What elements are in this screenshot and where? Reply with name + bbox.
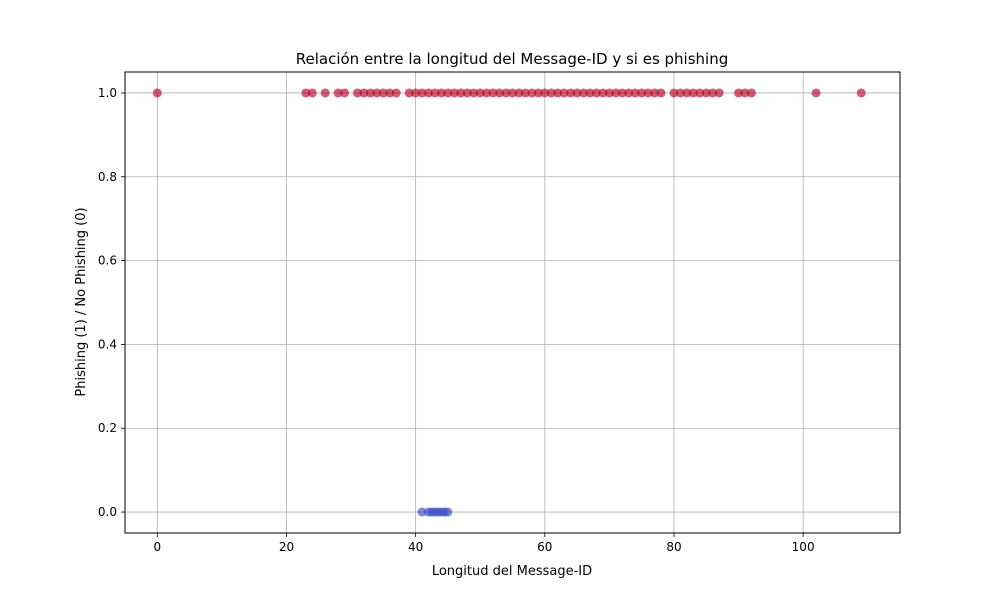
- phishing-point: [572, 88, 582, 98]
- y-tick-label: 0.0: [98, 505, 117, 519]
- phishing-point: [469, 88, 479, 98]
- phishing-point: [404, 88, 414, 98]
- phishing-point: [508, 88, 517, 98]
- phishing-point: [579, 88, 589, 98]
- no-phishing-point: [417, 507, 427, 517]
- phishing-point: [501, 88, 511, 98]
- y-tick-label: 0.6: [98, 254, 117, 268]
- phishing-point: [533, 88, 543, 98]
- phishing-point: [695, 88, 705, 98]
- phishing-point: [307, 88, 317, 98]
- phishing-point: [598, 88, 608, 98]
- phishing-point: [682, 88, 692, 98]
- phishing-point: [746, 88, 756, 98]
- phishing-point: [604, 88, 614, 98]
- phishing-point: [591, 88, 601, 98]
- data-points: [152, 88, 866, 517]
- phishing-point: [643, 88, 653, 98]
- phishing-point: [611, 88, 621, 98]
- phishing-point: [417, 88, 427, 98]
- axis-ticks: 0 20 40 60 80 100 0.0 0.2 0.4 0.6 0.8 1.0: [98, 86, 815, 554]
- y-tick-label: 0.8: [98, 170, 117, 184]
- phishing-point: [365, 88, 375, 98]
- phishing-point: [456, 88, 466, 98]
- y-tick-label: 0.2: [98, 421, 117, 435]
- phishing-point: [436, 88, 446, 98]
- phishing-point: [688, 88, 698, 98]
- phishing-point: [566, 88, 576, 98]
- x-tick-label: 80: [666, 540, 681, 554]
- x-tick-label: 20: [279, 540, 294, 554]
- phishing-point: [301, 88, 311, 98]
- phishing-point: [553, 88, 563, 98]
- x-tick-label: 100: [792, 540, 815, 554]
- phishing-point: [424, 88, 434, 98]
- x-tick-label: 40: [408, 540, 423, 554]
- y-tick-label: 1.0: [98, 86, 117, 100]
- phishing-point: [462, 88, 472, 98]
- phishing-point: [714, 88, 724, 98]
- phishing-point: [482, 88, 492, 98]
- plot-area-frame: [124, 71, 901, 534]
- phishing-point: [378, 88, 388, 98]
- no-phishing-point: [443, 507, 453, 517]
- x-tick-label: 0: [153, 540, 161, 554]
- phishing-point: [520, 88, 530, 98]
- phishing-point: [624, 88, 634, 98]
- y-axis-label: Phishing (1) / No Phishing (0): [74, 207, 89, 396]
- x-axis-label: Longitud del Message-ID: [432, 564, 592, 579]
- phishing-point: [340, 88, 350, 98]
- phishing-point: [443, 88, 453, 98]
- phishing-point: [811, 88, 821, 98]
- phishing-point: [856, 88, 866, 98]
- phishing-point: [546, 88, 556, 98]
- grid-lines: [125, 72, 900, 533]
- phishing-point: [630, 88, 640, 98]
- phishing-point: [152, 88, 162, 98]
- phishing-point: [488, 88, 498, 98]
- phishing-point: [701, 88, 711, 98]
- phishing-point: [385, 88, 395, 98]
- phishing-point: [514, 88, 524, 98]
- phishing-point: [449, 88, 459, 98]
- phishing-point: [359, 88, 369, 98]
- phishing-point: [495, 88, 505, 98]
- phishing-point: [333, 88, 343, 98]
- phishing-point: [585, 88, 595, 98]
- phishing-point: [656, 88, 666, 98]
- phishing-point: [637, 88, 647, 98]
- phishing-point: [675, 88, 685, 98]
- phishing-point: [540, 88, 550, 98]
- phishing-point: [734, 88, 744, 98]
- phishing-point: [372, 88, 382, 98]
- y-tick-label: 0.4: [98, 337, 117, 351]
- phishing-point: [740, 88, 750, 98]
- phishing-point: [708, 88, 718, 98]
- phishing-point: [559, 88, 569, 98]
- x-tick-label: 60: [537, 540, 552, 554]
- phishing-point: [617, 88, 627, 98]
- phishing-point: [650, 88, 660, 98]
- phishing-point: [391, 88, 401, 98]
- chart-title: Relación entre la longitud del Message-I…: [296, 50, 729, 68]
- phishing-point: [320, 88, 330, 98]
- phishing-point: [527, 88, 537, 98]
- phishing-point: [475, 88, 485, 98]
- phishing-point: [411, 88, 421, 98]
- phishing-point: [353, 88, 362, 98]
- phishing-point: [430, 88, 440, 98]
- phishing-point: [669, 88, 679, 98]
